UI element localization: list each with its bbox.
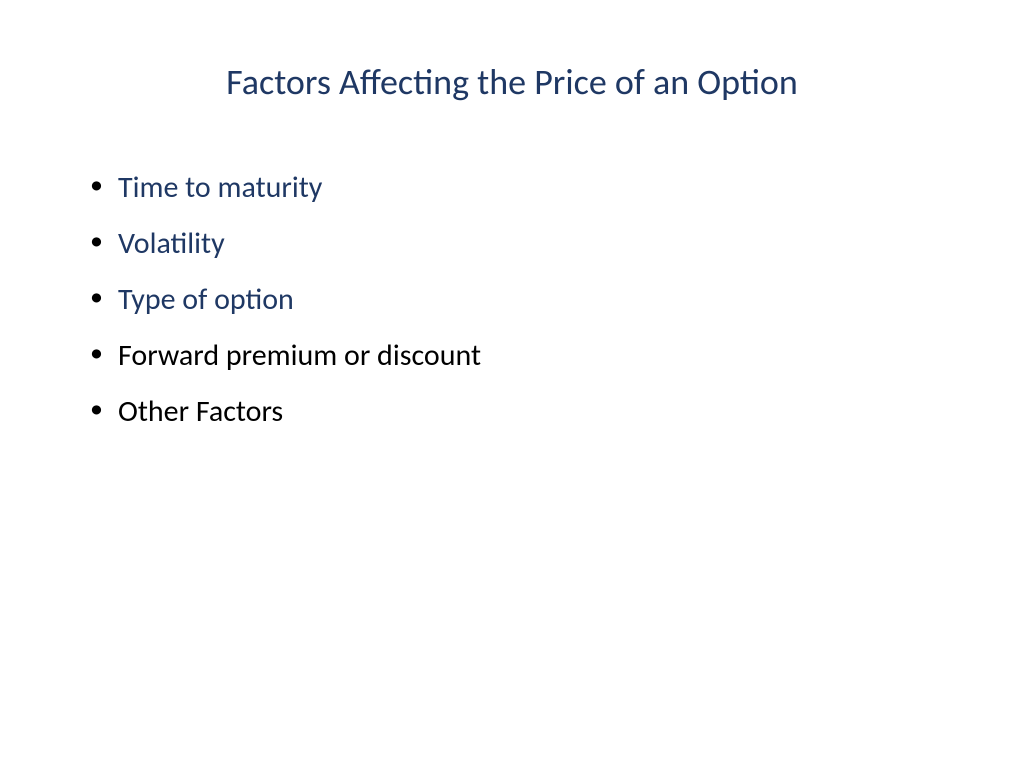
- bullet-text: Volatility: [118, 225, 225, 262]
- list-item: Time to maturity: [118, 164, 934, 212]
- bullet-text: Type of option: [118, 281, 294, 318]
- bullet-text: Time to maturity: [118, 169, 322, 206]
- list-item: Type of option: [118, 276, 934, 324]
- bullet-list: Time to maturity Volatility Type of opti…: [90, 164, 934, 436]
- bullet-text: Other Factors: [118, 393, 283, 430]
- bullet-text: Forward premium or discount: [118, 337, 481, 374]
- list-item: Forward premium or discount: [118, 332, 934, 380]
- list-item: Volatility: [118, 220, 934, 268]
- slide-title: Factors Affecting the Price of an Option: [90, 60, 934, 104]
- list-item: Other Factors: [118, 388, 934, 436]
- slide-container: Factors Affecting the Price of an Option…: [0, 0, 1024, 768]
